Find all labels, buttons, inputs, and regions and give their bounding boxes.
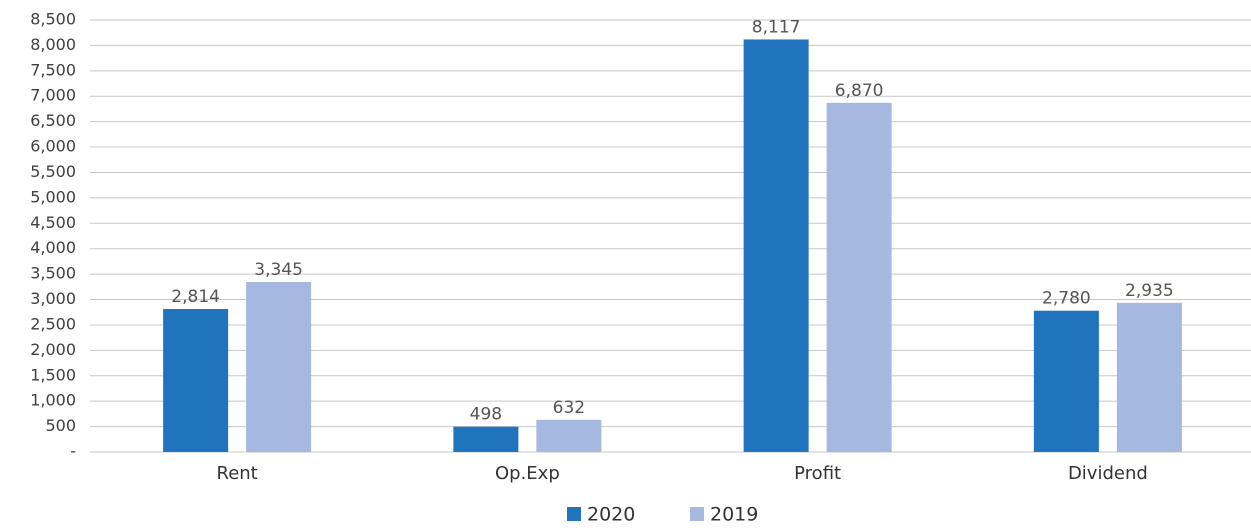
y-tick-label: 7,500 xyxy=(30,60,76,79)
x-tick-label: Dividend xyxy=(1068,463,1148,484)
y-tick-label: 8,500 xyxy=(30,10,76,29)
bar xyxy=(743,39,809,452)
y-tick-label: 8,000 xyxy=(30,35,76,54)
x-tick-label: Rent xyxy=(217,463,258,484)
value-label: 6,870 xyxy=(835,81,884,101)
x-tick-label: Op.Exp xyxy=(495,463,560,484)
y-tick-label: 2,500 xyxy=(30,314,76,333)
y-tick-label: 5,500 xyxy=(30,162,76,181)
y-tick-label: 500 xyxy=(45,416,76,435)
y-tick-label: 3,500 xyxy=(30,264,76,283)
y-tick-label: 3,000 xyxy=(30,289,76,308)
value-label: 8,117 xyxy=(752,17,801,37)
value-label: 498 xyxy=(470,405,502,425)
y-tick-label: - xyxy=(70,442,76,461)
y-tick-label: 5,000 xyxy=(30,187,76,206)
y-tick-label: 4,000 xyxy=(30,238,76,257)
value-label: 2,814 xyxy=(171,287,220,307)
bar xyxy=(1033,310,1099,452)
y-tick-label: 7,000 xyxy=(30,86,76,105)
legend-swatch xyxy=(690,507,704,521)
y-tick-label: 6,500 xyxy=(30,111,76,130)
value-label: 2,780 xyxy=(1042,289,1091,309)
legend-label: 2020 xyxy=(587,504,635,526)
bar xyxy=(536,419,602,452)
x-tick-label: Profit xyxy=(794,463,841,484)
value-label: 2,935 xyxy=(1125,281,1174,301)
value-label: 3,345 xyxy=(254,260,303,280)
bar xyxy=(826,102,892,453)
y-tick-label: 2,000 xyxy=(30,340,76,359)
y-tick-label: 4,500 xyxy=(30,213,76,232)
y-tick-label: 6,000 xyxy=(30,137,76,156)
bar xyxy=(1116,302,1182,452)
legend-label: 2019 xyxy=(710,504,758,526)
bar xyxy=(453,426,519,452)
value-label: 632 xyxy=(553,398,585,418)
legend-swatch xyxy=(567,507,581,521)
y-tick-label: 1,000 xyxy=(30,391,76,410)
bar xyxy=(163,308,229,452)
bar xyxy=(246,281,312,452)
y-tick-label: 1,500 xyxy=(30,365,76,384)
